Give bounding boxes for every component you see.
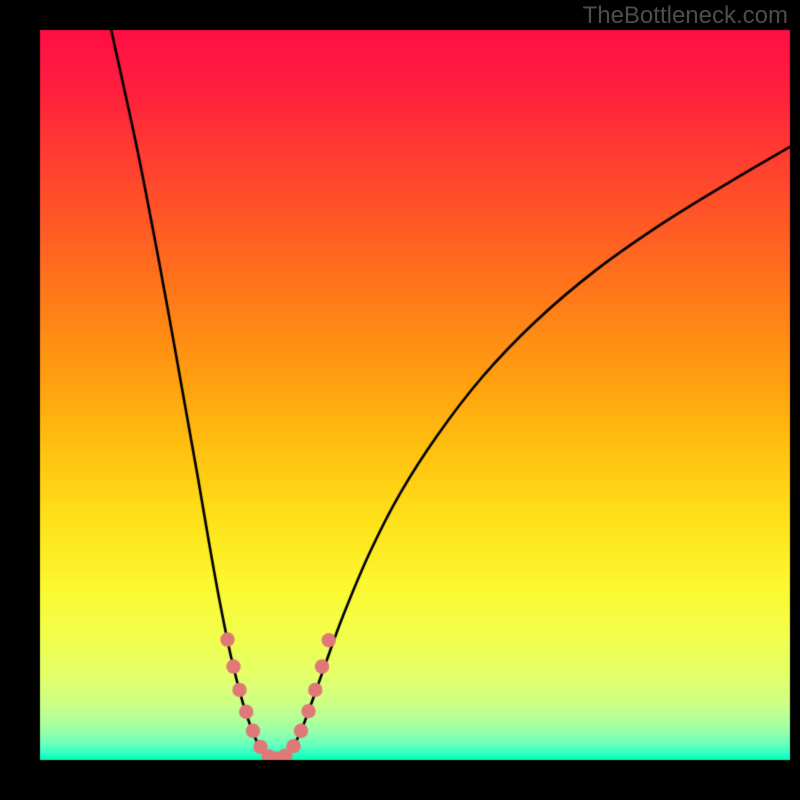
watermark-label: TheBottleneck.com	[583, 2, 788, 30]
bottleneck-chart-canvas	[0, 0, 800, 800]
chart-container: TheBottleneck.com	[0, 0, 800, 800]
